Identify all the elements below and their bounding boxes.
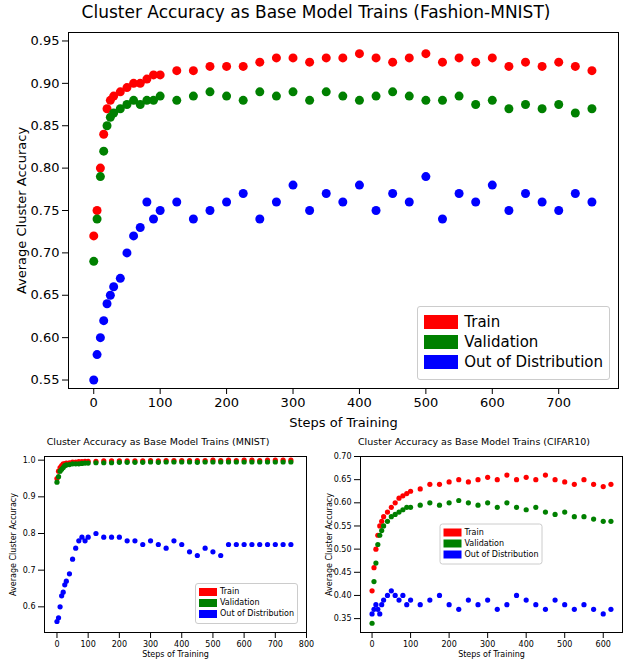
svg-text:0.90: 0.90: [31, 76, 60, 91]
svg-text:500: 500: [413, 395, 438, 410]
svg-text:0.50: 0.50: [334, 545, 352, 554]
svg-text:Steps of Training: Steps of Training: [458, 650, 525, 659]
svg-text:0.40: 0.40: [334, 591, 352, 600]
svg-text:100: 100: [148, 395, 173, 410]
html-text:Cluster Accuracy as Base Model: Cluster Accuracy as Base Model Trains (F…: [81, 2, 551, 22]
svg-text:Average Cluster Accuracy: Average Cluster Accuracy: [9, 493, 18, 596]
svg-text:100: 100: [403, 640, 418, 649]
svg-text:200: 200: [112, 640, 127, 649]
html-text:Cluster Accuracy as Base Model: Cluster Accuracy as Base Model Trains (M…: [46, 436, 270, 447]
svg-text:300: 300: [480, 640, 495, 649]
svg-text:Average Cluster Accuracy: Average Cluster Accuracy: [14, 127, 29, 294]
svg-text:300: 300: [143, 640, 158, 649]
html-text:Train: Train: [464, 313, 501, 331]
svg-text:200: 200: [214, 395, 239, 410]
html-text:Validation: Validation: [220, 598, 260, 607]
svg-text:0.60: 0.60: [334, 498, 352, 507]
svg-text:200: 200: [441, 640, 456, 649]
svg-text:0.65: 0.65: [334, 475, 352, 484]
svg-text:0.65: 0.65: [31, 287, 60, 302]
html-text:Validation: Validation: [464, 538, 504, 548]
svg-text:600: 600: [596, 640, 611, 649]
html-text:Train: Train: [220, 587, 240, 596]
svg-text:100: 100: [81, 640, 96, 649]
svg-text:700: 700: [546, 395, 571, 410]
svg-text:Average Cluster Accuracy: Average Cluster Accuracy: [325, 493, 334, 596]
svg-text:0.55: 0.55: [31, 372, 60, 387]
html-text:Out of Distribution: Out of Distribution: [464, 549, 539, 559]
svg-text:600: 600: [480, 395, 505, 410]
svg-text:0.8: 0.8: [23, 529, 36, 538]
svg-text:500: 500: [557, 640, 572, 649]
svg-text:0.35: 0.35: [334, 614, 352, 623]
svg-text:0.55: 0.55: [334, 522, 352, 531]
svg-text:1.0: 1.0: [23, 456, 36, 465]
svg-text:0.80: 0.80: [31, 160, 60, 175]
svg-text:0.60: 0.60: [31, 330, 60, 345]
svg-text:700: 700: [268, 640, 283, 649]
svg-text:600: 600: [236, 640, 251, 649]
svg-text:500: 500: [205, 640, 220, 649]
svg-text:400: 400: [347, 395, 372, 410]
svg-text:Steps of Training: Steps of Training: [142, 650, 209, 659]
svg-text:0.75: 0.75: [31, 203, 60, 218]
svg-text:0.85: 0.85: [31, 118, 60, 133]
html-text:Validation: Validation: [464, 333, 539, 351]
svg-text:300: 300: [281, 395, 306, 410]
svg-text:0.70: 0.70: [334, 452, 352, 461]
svg-text:0.70: 0.70: [31, 245, 60, 260]
svg-text:0.7: 0.7: [23, 566, 36, 575]
svg-text:0: 0: [54, 640, 59, 649]
svg-text:800: 800: [299, 640, 314, 649]
svg-text:0: 0: [90, 395, 98, 410]
svg-text:400: 400: [174, 640, 189, 649]
html-text:Out of Distribution: Out of Distribution: [464, 353, 603, 371]
svg-text:0.6: 0.6: [23, 602, 36, 611]
html-text:Train: Train: [464, 527, 484, 537]
svg-text:0.95: 0.95: [31, 33, 60, 48]
svg-text:Steps of Training: Steps of Training: [289, 415, 397, 430]
svg-text:0.45: 0.45: [334, 568, 352, 577]
html-text:Cluster Accuracy as Base Model: Cluster Accuracy as Base Model Trains (C…: [358, 436, 590, 447]
svg-text:400: 400: [519, 640, 534, 649]
svg-text:0: 0: [370, 640, 375, 649]
svg-text:0.9: 0.9: [23, 492, 36, 501]
html-text:Out of Distribution: Out of Distribution: [220, 609, 294, 618]
